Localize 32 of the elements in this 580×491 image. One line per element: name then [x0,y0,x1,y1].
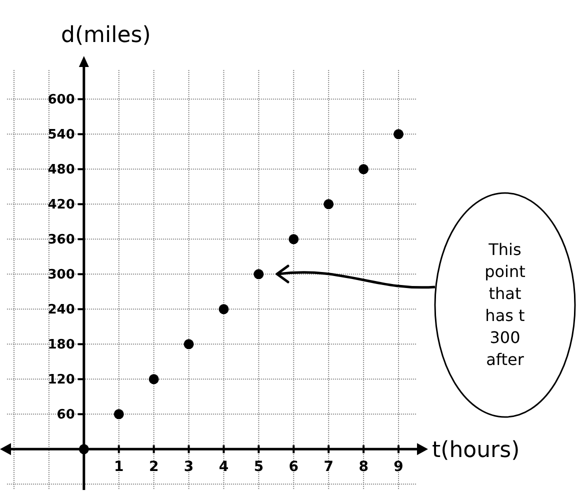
point [218,304,229,314]
x-tick-label: 1 [114,459,124,476]
x-tick-label: 4 [218,459,229,476]
point [288,234,299,244]
x-axis-title: t(hours) [432,438,520,463]
y-tick-label: 600 [48,92,75,108]
x-tick-label: 6 [288,459,299,476]
text: This point that has t 300 after [484,240,526,369]
point [254,269,264,280]
x-tick-label: 8 [358,459,368,476]
x-tick-label: 5 [254,459,264,476]
y-tick-label: 120 [48,372,75,388]
x-tick-label: 9 [394,459,404,476]
y-tick-label: 180 [48,338,75,353]
y-tick-label: 360 [48,232,75,248]
y-tick-label: 420 [48,198,75,213]
y-tick-label: 540 [48,128,75,143]
point [184,339,194,350]
point [324,199,334,210]
y-tick-label: 300 [48,268,75,283]
y-tick-label: 240 [48,302,75,318]
point [358,164,369,174]
y-tick-label: 480 [48,162,75,178]
y-axis-title: d(miles) [61,23,151,48]
y-tick-label: 60 [56,408,75,423]
point [114,409,124,420]
x-tick-label: 3 [184,459,194,476]
point [78,444,89,454]
point [394,129,404,140]
x-tick-label: 2 [148,459,159,476]
point [148,374,159,384]
x-tick-label: 7 [324,459,334,476]
